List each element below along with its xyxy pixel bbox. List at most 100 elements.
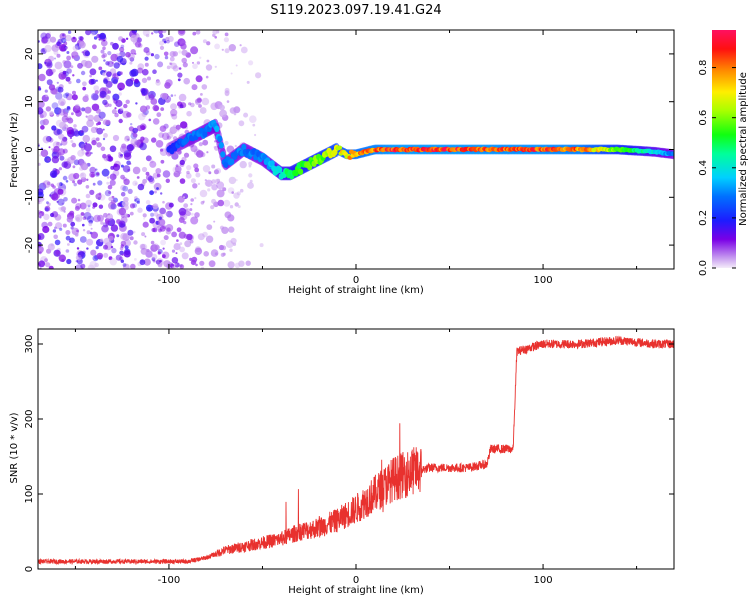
noise-blob (106, 71, 112, 77)
noise-blob (137, 207, 143, 213)
noise-blob (186, 165, 192, 171)
noise-blob (233, 112, 237, 116)
noise-blob (77, 179, 83, 185)
noise-blob (71, 226, 76, 232)
noise-blob (107, 241, 112, 246)
noise-blob (189, 257, 193, 261)
noise-blob (78, 41, 86, 49)
noise-blob (132, 203, 138, 208)
noise-blob (39, 154, 42, 157)
noise-blob (205, 179, 213, 187)
noise-blob (95, 168, 98, 171)
noise-blob (38, 107, 44, 115)
noise-blob (126, 112, 132, 118)
noise-blob (93, 214, 101, 223)
noise-blob (179, 242, 183, 246)
noise-blob (181, 49, 188, 56)
noise-blob (79, 236, 87, 243)
noise-blob (59, 227, 63, 231)
noise-blob (134, 258, 137, 261)
noise-blob (255, 72, 262, 79)
ridge-cell (277, 166, 283, 173)
noise-blob (141, 77, 148, 84)
noise-blob (224, 90, 230, 96)
noise-blob (38, 86, 41, 89)
noise-blob (118, 152, 122, 155)
noise-blob (169, 126, 178, 134)
noise-blob (153, 105, 160, 112)
noise-blob (51, 44, 60, 52)
noise-blob (75, 217, 80, 221)
noise-blob (105, 213, 114, 221)
noise-blob (80, 212, 85, 216)
noise-blob (178, 231, 186, 239)
noise-blob (65, 249, 70, 253)
noise-blob (55, 222, 63, 230)
noise-blob (99, 238, 104, 243)
noise-blob (169, 56, 175, 62)
noise-blob (224, 32, 229, 37)
noise-blob (130, 263, 136, 269)
noise-blob (174, 94, 177, 97)
noise-blob (47, 202, 51, 207)
noise-blob (111, 247, 117, 254)
noise-blob (95, 137, 100, 142)
noise-blob (56, 182, 61, 187)
noise-blob (164, 40, 167, 44)
noise-blob (153, 190, 157, 194)
noise-blob (71, 142, 77, 148)
noise-blob (233, 192, 240, 199)
noise-blob (197, 182, 201, 186)
noise-blob (39, 216, 42, 219)
noise-blob (196, 150, 204, 158)
noise-blob (103, 252, 109, 258)
noise-blob (112, 134, 120, 142)
noise-blob (122, 185, 129, 192)
noise-blob (74, 205, 80, 211)
noise-blob (47, 221, 53, 227)
noise-blob (130, 49, 136, 55)
noise-blob (163, 260, 171, 268)
snr-y-label: SNR (10 * v/v) (9, 412, 20, 483)
noise-blob (110, 203, 117, 210)
noise-blob (153, 30, 160, 34)
noise-blob (111, 109, 117, 115)
noise-blob (42, 135, 51, 144)
noise-blob (65, 93, 73, 101)
spectrogram-y-label: Frequency (Hz) (9, 112, 20, 188)
noise-blob (87, 114, 94, 122)
noise-blob (129, 61, 133, 65)
noise-blob (139, 105, 148, 113)
noise-blob (126, 144, 134, 152)
noise-blob (65, 34, 72, 42)
noise-blob (65, 235, 71, 241)
noise-blob (214, 169, 219, 175)
noise-blob (238, 120, 245, 127)
noise-blob (153, 182, 162, 191)
noise-blob (177, 72, 183, 78)
noise-blob (72, 180, 76, 184)
noise-blob (80, 146, 85, 151)
noise-blob (142, 178, 148, 184)
noise-blob (162, 30, 167, 34)
noise-blob (66, 216, 73, 223)
noise-blob (91, 139, 97, 146)
noise-blob (96, 122, 99, 126)
noise-blob (56, 81, 59, 84)
noise-blob (186, 233, 193, 241)
noise-blob (122, 263, 127, 267)
noise-blob (195, 75, 203, 83)
noise-blob (76, 78, 81, 84)
noise-blob (116, 219, 121, 224)
noise-blob (206, 59, 210, 63)
noise-blob (44, 258, 48, 262)
noise-blob (188, 102, 192, 106)
spectrogram-x-label: Height of straight line (km) (288, 285, 424, 296)
noise-blob (240, 46, 248, 54)
noise-blob (245, 260, 251, 266)
noise-blob (46, 79, 53, 86)
noise-blob (160, 107, 165, 111)
noise-blob (121, 200, 129, 207)
noise-blob (72, 90, 76, 95)
